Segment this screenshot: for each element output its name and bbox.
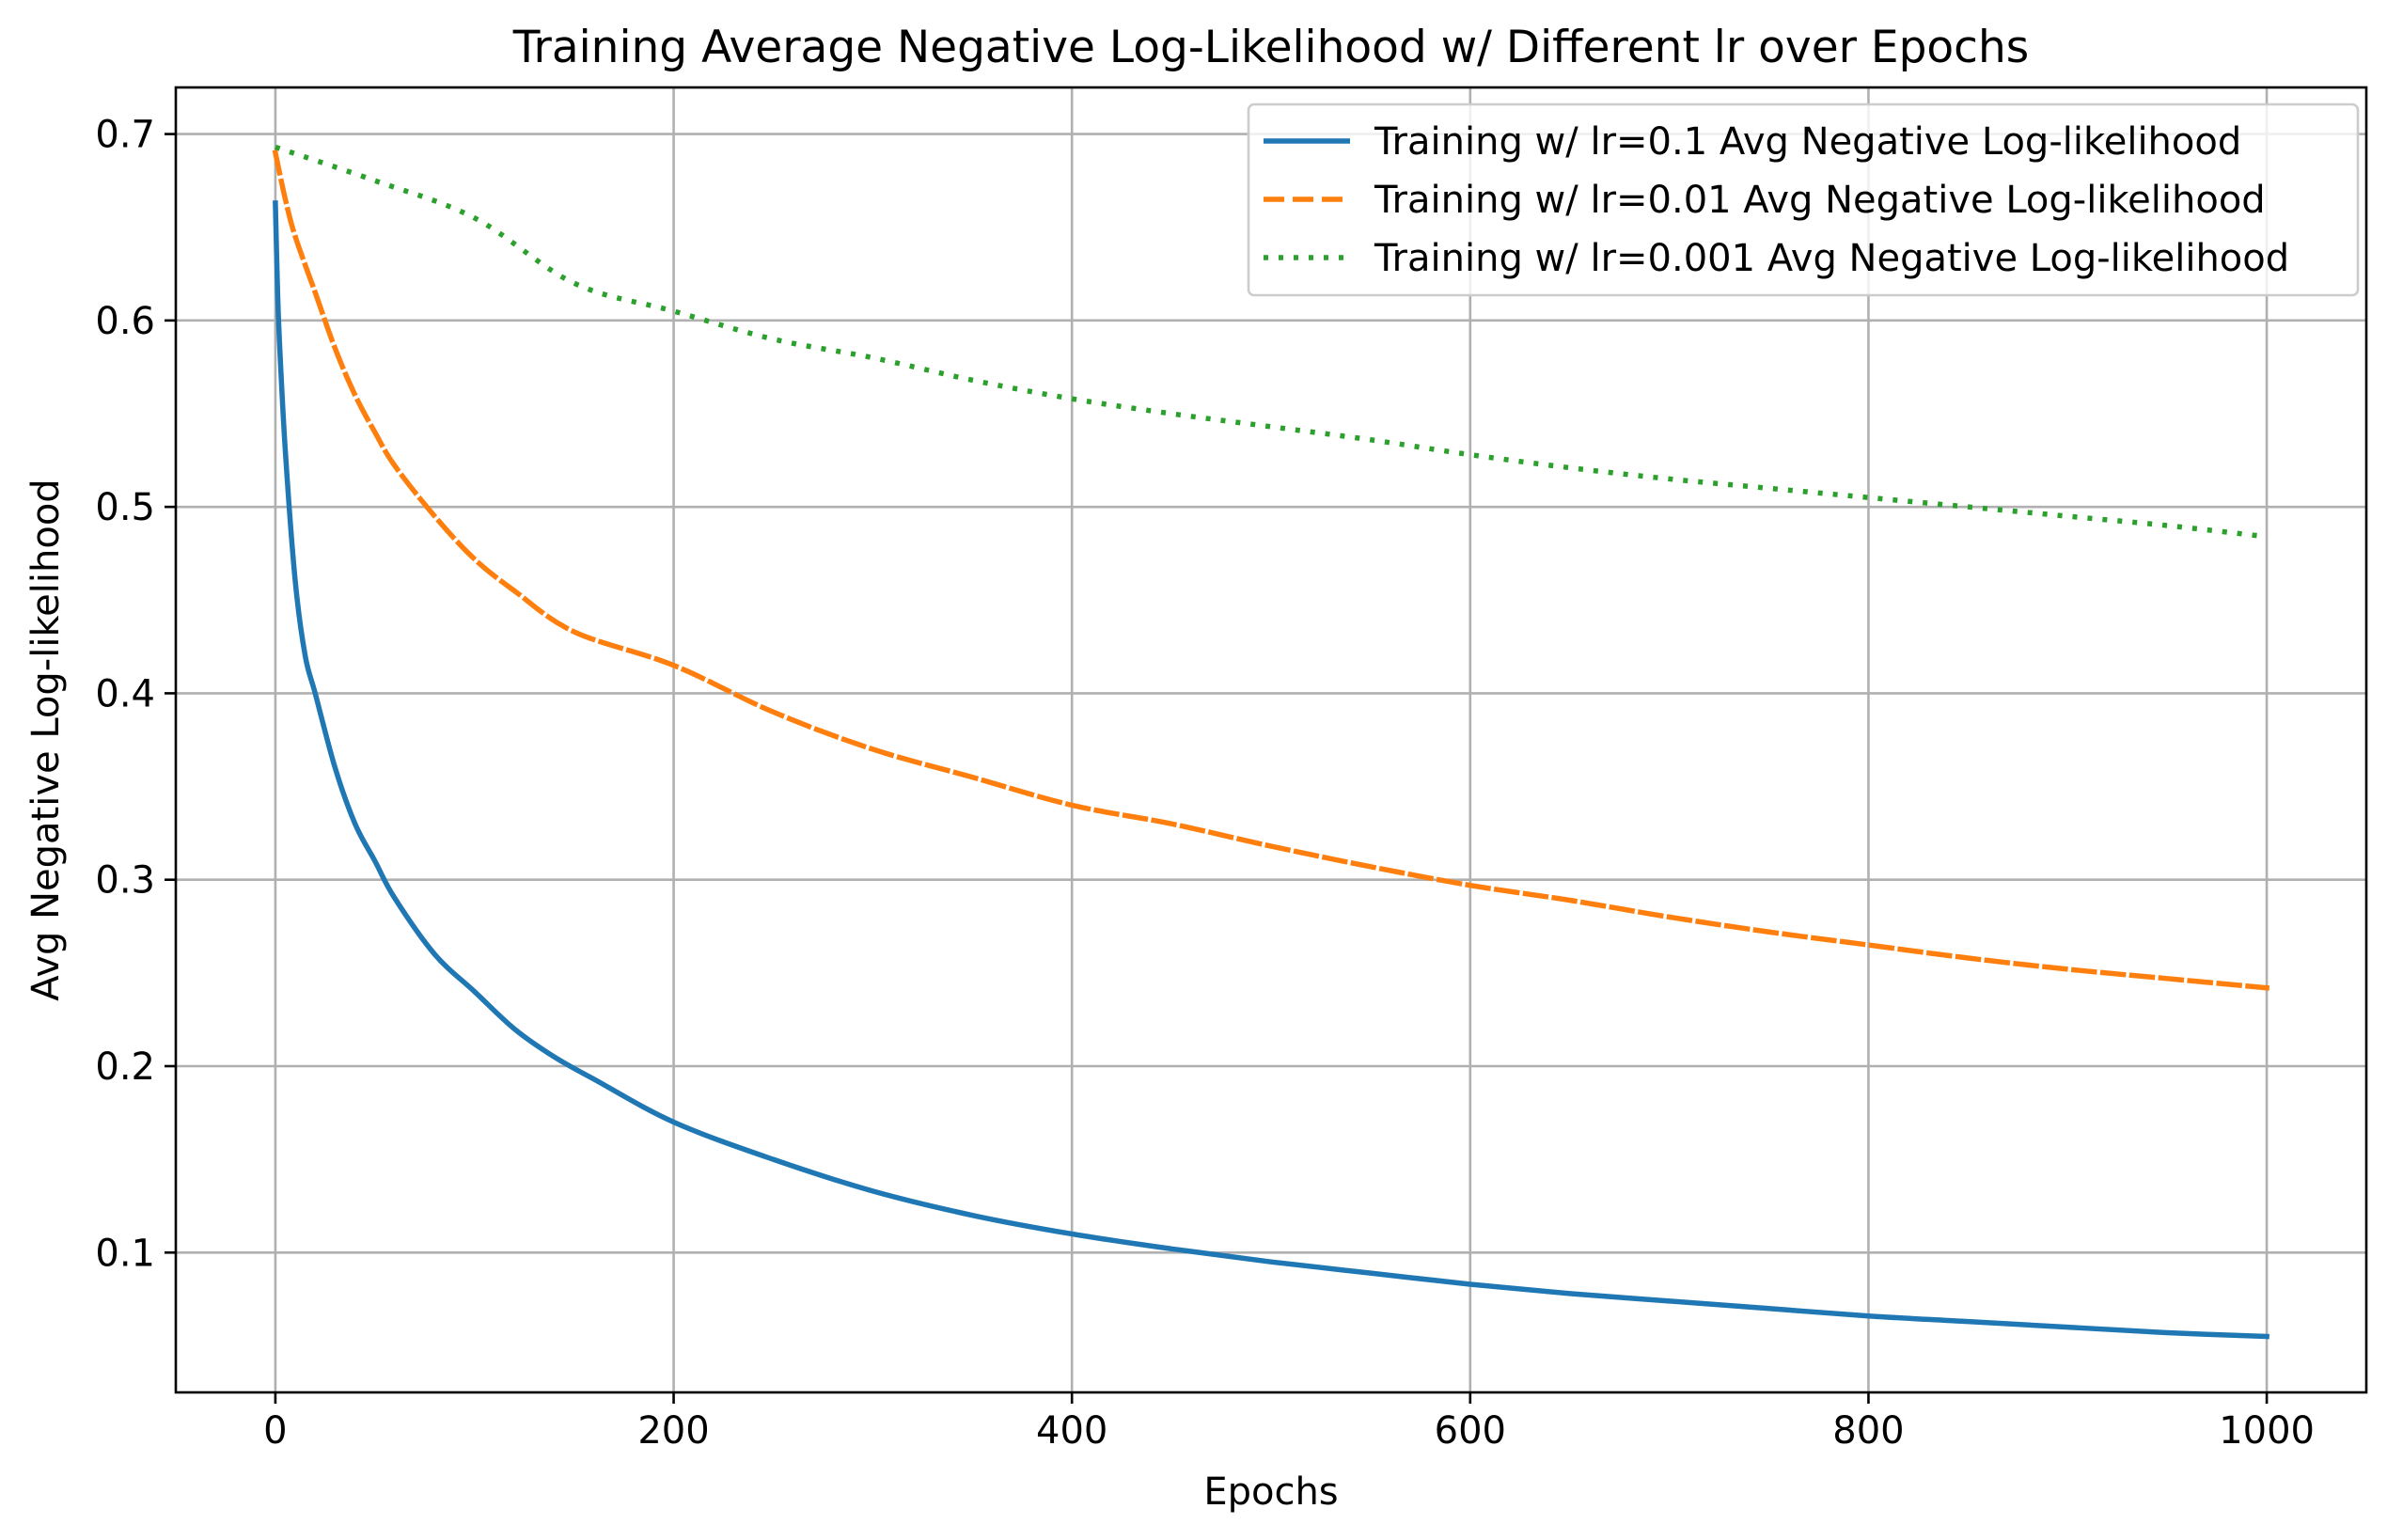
grid [176, 87, 2366, 1392]
legend: Training w/ lr=0.1 Avg Negative Log-like… [1247, 102, 2360, 297]
chart-title: Training Average Negative Log-Likelihood… [512, 22, 2030, 73]
x-tick-label: 1000 [2219, 1409, 2315, 1453]
y-tick-label: 0.1 [95, 1232, 155, 1275]
x-tick-label: 800 [1832, 1409, 1904, 1453]
data-series [272, 144, 2270, 1340]
axis-ticks: 0 200 400 600 800 1000 0.1 0.2 0.3 0.4 0.5 0.6 0.7 [95, 114, 2315, 1453]
legend-label-1: Training w/ lr=0.1 Avg Negative Log-like… [1374, 120, 2241, 164]
series-line-1 [273, 200, 2269, 1340]
y-tick-label: 0.2 [95, 1045, 155, 1089]
x-axis-label: Epochs [1203, 1470, 1338, 1514]
legend-box [1247, 102, 2360, 297]
y-tick-label: 0.5 [95, 486, 155, 529]
series-line-2 [272, 149, 2270, 991]
y-tick-label: 0.3 [95, 859, 155, 903]
plot-frame [174, 86, 2368, 1394]
y-tick-label: 0.6 [95, 300, 155, 343]
y-tick-label: 0.7 [95, 114, 155, 157]
x-tick-label: 0 [263, 1409, 287, 1453]
legend-label-3: Training w/ lr=0.001 Avg Negative Log-li… [1374, 237, 2289, 280]
x-tick-label: 400 [1036, 1409, 1107, 1453]
legend-label-2: Training w/ lr=0.01 Avg Negative Log-lik… [1374, 179, 2266, 222]
x-tick-label: 200 [637, 1409, 709, 1453]
y-tick-label: 0.4 [95, 672, 155, 715]
y-axis-label: Avg Negative Log-likelihood [24, 479, 68, 1000]
x-tick-label: 600 [1435, 1409, 1506, 1453]
